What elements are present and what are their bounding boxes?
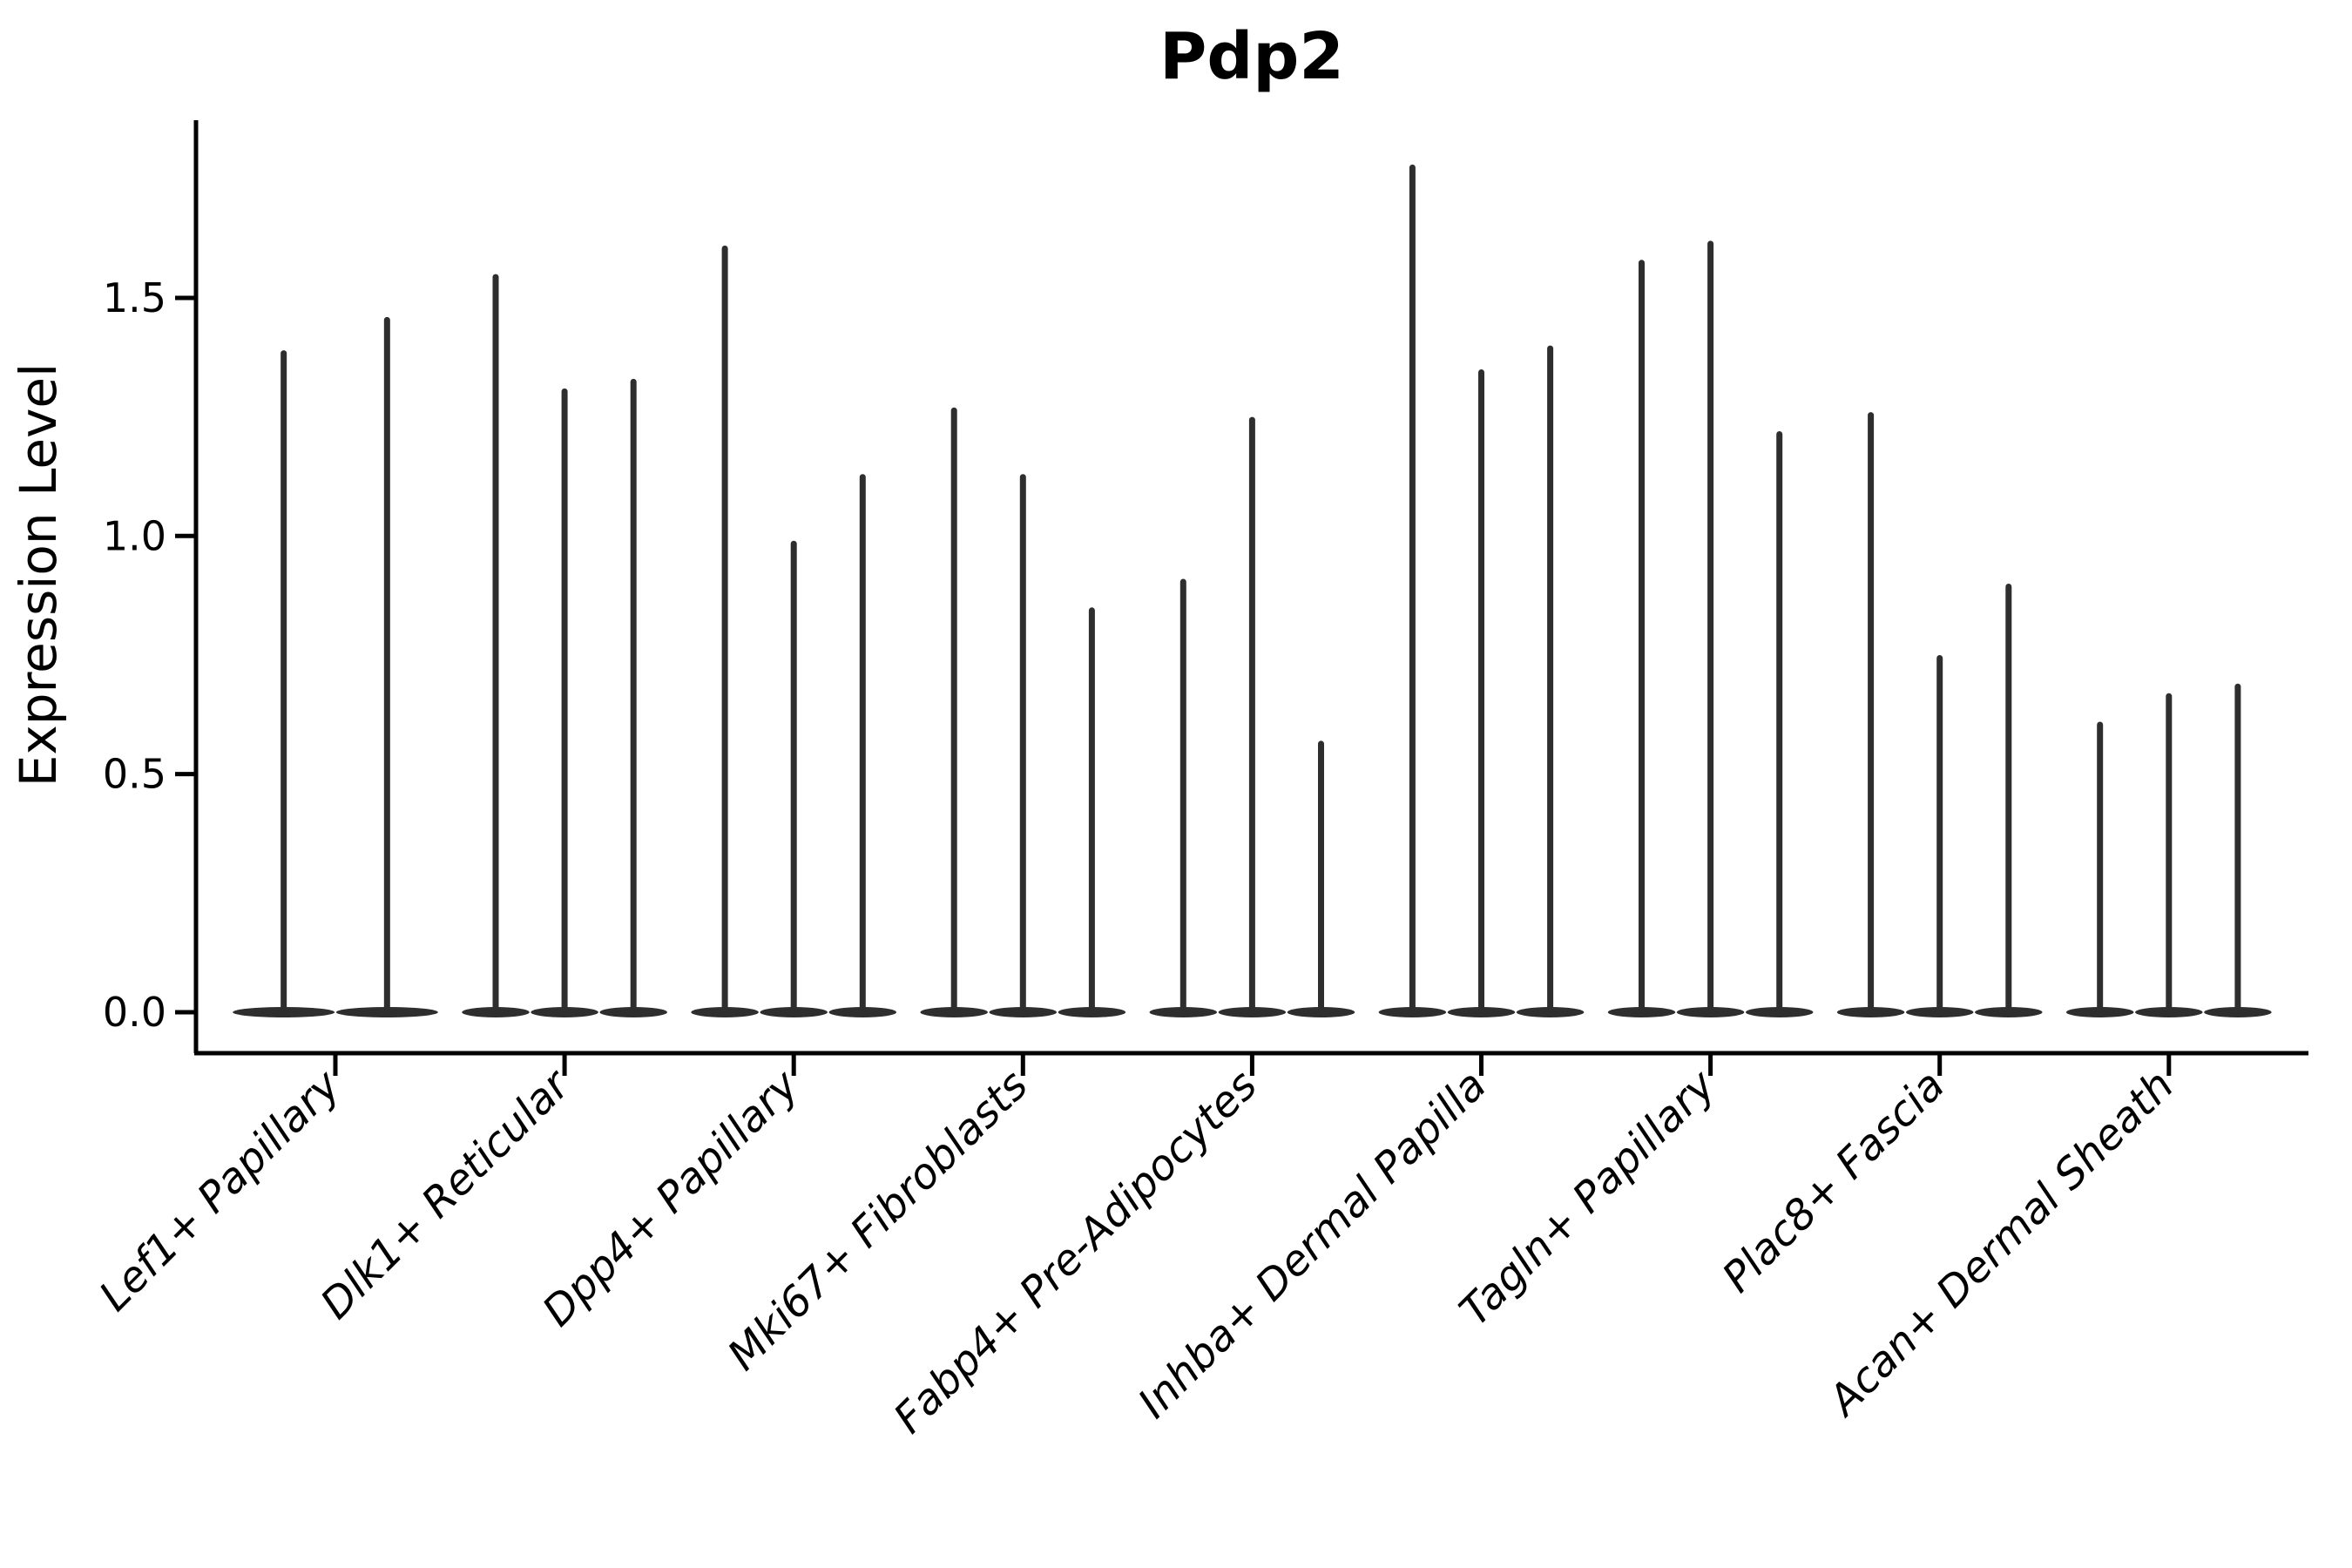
y-axis-label: Expression Level bbox=[9, 363, 68, 787]
y-tick-label: 1.0 bbox=[103, 512, 166, 559]
y-tick-label: 1.5 bbox=[103, 274, 166, 321]
violins-layer bbox=[233, 164, 2272, 1017]
y-axis-ticks: 0.0 0.5 1.0 1.5 bbox=[103, 274, 196, 1036]
y-tick-label: 0.5 bbox=[103, 751, 166, 798]
y-tick-label: 0.0 bbox=[103, 989, 166, 1036]
chart-title: Pdp2 bbox=[1159, 19, 1344, 94]
